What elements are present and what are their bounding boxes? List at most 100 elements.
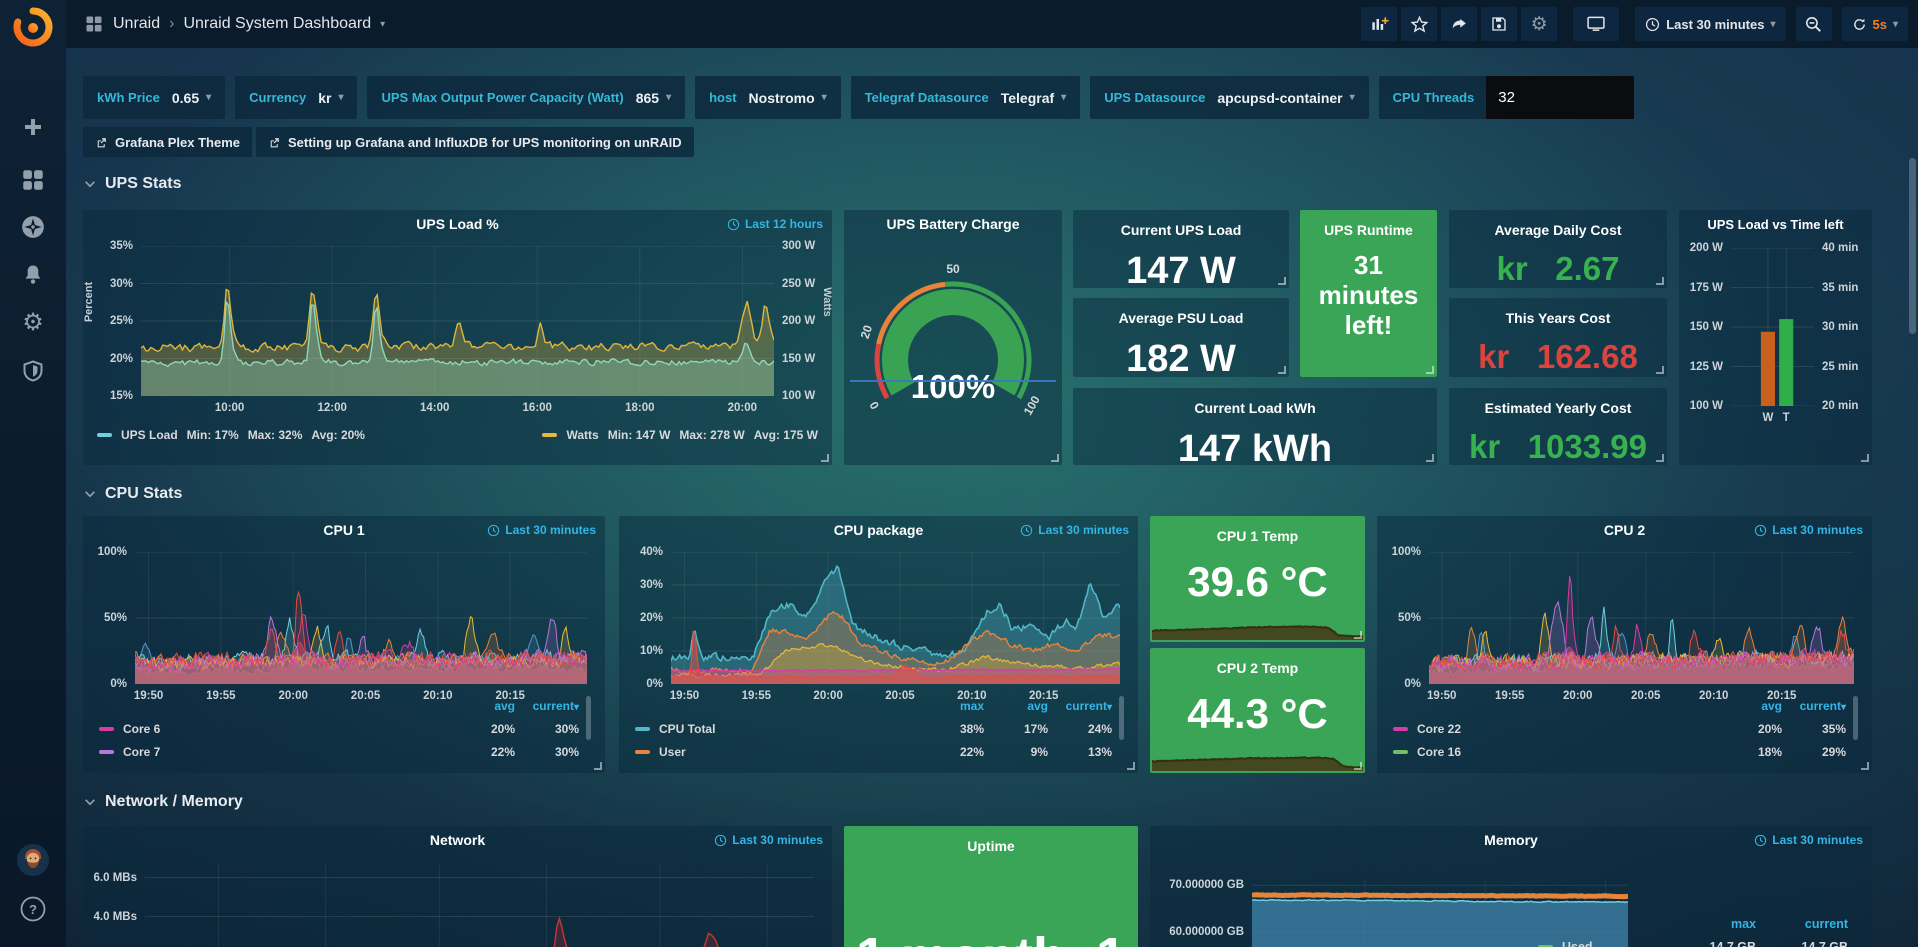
variable-ups-datasource[interactable]: UPS Datasource apcupsd-container▾ [1090,76,1368,119]
section-cpu-stats[interactable]: CPU Stats [83,485,182,503]
create-plus-icon[interactable] [0,115,66,139]
dashboard-caret-icon[interactable]: ▾ [380,19,385,30]
panel-resize-handle[interactable] [1656,454,1664,462]
series-name[interactable]: Core 6 [123,722,160,736]
legend-sort-current[interactable]: current▾ [1048,699,1112,713]
legend-sort-current[interactable]: current▾ [515,699,579,713]
star-button[interactable] [1401,7,1437,41]
admin-shield-icon[interactable] [0,359,66,383]
panel-title[interactable]: CPU 1 Temp [1217,528,1298,544]
cpu-package-plot[interactable]: 40%30%20%10%0%19:5019:5520:0020:0520:102… [671,552,1120,684]
network-plot[interactable]: 6.0 MBs4.0 MBs2.0 MBs [145,864,814,947]
share-button[interactable] [1441,7,1477,41]
panel-resize-handle[interactable] [1051,454,1059,462]
panel-title[interactable]: CPU 2 Temp [1217,660,1298,676]
user-avatar[interactable] [0,843,66,877]
panel-title[interactable]: Average PSU Load [1119,310,1244,326]
dashboards-icon[interactable] [0,167,66,193]
panel-resize-handle[interactable] [1656,277,1664,285]
cpu-threads-input[interactable] [1486,76,1634,119]
series-name[interactable]: UPS Load [121,428,178,442]
variable-currency[interactable]: Currency kr▾ [235,76,357,119]
panel-resize-handle[interactable] [1127,762,1135,770]
variable-kwh-price[interactable]: kWh Price 0.65▾ [83,76,225,119]
apps-grid-icon[interactable] [84,14,104,34]
zoom-out-button[interactable] [1796,7,1832,41]
grafana-logo[interactable] [0,7,66,47]
panel-resize-handle[interactable] [1861,762,1869,770]
legend-sort-avg[interactable]: avg [451,699,515,713]
panel-resize-handle[interactable] [1656,366,1664,374]
panel-title[interactable]: CPU 2 [1604,522,1645,538]
legend-sort-max[interactable]: max [920,699,984,713]
panel-title[interactable]: UPS Load % [416,216,498,232]
time-override-badge[interactable]: Last 30 minutes [1754,833,1863,847]
breadcrumb-folder[interactable]: Unraid [113,15,160,33]
panel-title[interactable]: Memory [1484,832,1538,848]
series-name[interactable]: Core 7 [123,745,160,759]
alerting-bell-icon[interactable] [0,263,66,287]
series-name[interactable]: Watts [566,428,598,442]
panel-resize-handle[interactable] [1354,762,1362,770]
panel-resize-handle[interactable] [1426,366,1434,374]
panel-resize-handle[interactable] [1861,454,1869,462]
time-override-badge[interactable]: Last 30 minutes [714,833,823,847]
refresh-picker[interactable]: 5s ▾ [1842,7,1909,41]
panel-title[interactable]: UPS Runtime [1324,222,1413,238]
page-scrollbar[interactable] [1909,158,1916,334]
panel-title[interactable]: Average Daily Cost [1494,222,1621,238]
panel-resize-handle[interactable] [1354,631,1362,639]
panel-title[interactable]: Uptime [967,838,1014,854]
tv-cycle-button[interactable] [1573,7,1619,41]
variable-ups-max-output[interactable]: UPS Max Output Power Capacity (Watt) 865… [367,76,685,119]
legend-sort-current[interactable]: current [1756,917,1848,931]
time-range-picker[interactable]: Last 30 minutes ▾ [1635,7,1785,41]
variable-telegraf-datasource[interactable]: Telegraf Datasource Telegraf▾ [851,76,1081,119]
panel-title[interactable]: Network [430,832,485,848]
time-override-badge[interactable]: Last 12 hours [727,217,823,231]
panel-resize-handle[interactable] [594,762,602,770]
ups-vs-time-plot[interactable]: 200 W175 W150 W125 W100 W40 min35 min30 … [1731,248,1814,406]
ups-load-plot[interactable]: 35%30%25%20%15%300 W250 W200 W150 W100 W… [141,246,774,396]
cpu1-plot[interactable]: 100%50%0%19:5019:5520:0020:0520:1020:15 [135,552,587,684]
panel-title[interactable]: Current Load kWh [1194,400,1315,416]
panel-resize-handle[interactable] [1426,454,1434,462]
save-button[interactable] [1481,7,1517,41]
panel-resize-handle[interactable] [1278,277,1286,285]
panel-title[interactable]: Estimated Yearly Cost [1485,400,1632,416]
configuration-gear-icon[interactable]: ⚙ [0,311,66,335]
time-override-badge[interactable]: Last 30 minutes [487,523,596,537]
explore-compass-icon[interactable] [0,214,66,240]
panel-title[interactable]: UPS Load vs Time left [1707,217,1843,232]
series-name[interactable]: Core 16 [1417,745,1461,759]
panel-title[interactable]: CPU 1 [323,522,364,538]
panel-resize-handle[interactable] [1278,366,1286,374]
time-override-badge[interactable]: Last 30 minutes [1020,523,1129,537]
series-name[interactable]: Used [1562,940,1593,947]
series-name[interactable]: User [659,745,686,759]
add-panel-button[interactable] [1361,7,1397,41]
legend-scrollbar[interactable] [1853,696,1858,740]
section-ups-stats[interactable]: UPS Stats [83,175,181,193]
time-override-badge[interactable]: Last 30 minutes [1754,523,1863,537]
panel-title[interactable]: Current UPS Load [1121,222,1242,238]
panel-title[interactable]: CPU package [834,522,923,538]
series-name[interactable]: Core 22 [1417,722,1461,736]
panel-resize-handle[interactable] [821,454,829,462]
link-ups-monitoring-guide[interactable]: Setting up Grafana and InfluxDB for UPS … [256,127,694,157]
legend-sort-current[interactable]: current▾ [1782,699,1846,713]
panel-title[interactable]: This Years Cost [1506,310,1611,326]
breadcrumb-dashboard-title[interactable]: Unraid System Dashboard [183,15,371,33]
legend-scrollbar[interactable] [1119,696,1124,740]
legend-sort-avg[interactable]: avg [1718,699,1782,713]
settings-gear-button[interactable]: ⚙ [1521,7,1557,41]
legend-sort-avg[interactable]: avg [984,699,1048,713]
series-name[interactable]: CPU Total [659,722,715,736]
legend-sort-max[interactable]: max [1664,917,1756,931]
help-icon[interactable]: ? [0,896,66,922]
cpu2-plot[interactable]: 100%50%0%19:5019:5520:0020:0520:1020:15 [1429,552,1854,684]
link-grafana-plex-theme[interactable]: Grafana Plex Theme [83,127,252,157]
legend-scrollbar[interactable] [586,696,591,740]
section-network-memory[interactable]: Network / Memory [83,793,243,811]
panel-title[interactable]: UPS Battery Charge [886,216,1019,232]
